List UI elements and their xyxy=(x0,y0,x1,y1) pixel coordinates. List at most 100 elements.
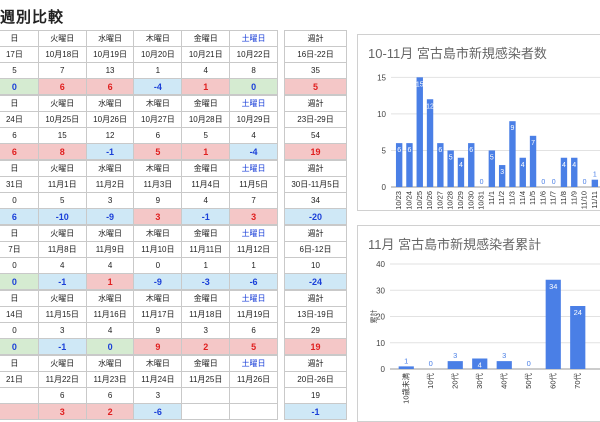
bar xyxy=(398,366,414,369)
date-cell: 11月3日 xyxy=(133,176,183,193)
x-tick-label: 10/30 xyxy=(466,191,475,210)
date-cell: 21日 xyxy=(0,371,39,388)
data-label: 1 xyxy=(593,172,597,179)
bar xyxy=(426,99,434,187)
date-cell: 11月5日 xyxy=(229,176,278,193)
date-cell: 11月22日 xyxy=(37,371,87,388)
x-tick-label: 40代 xyxy=(498,373,508,389)
day-header: 日 xyxy=(0,290,39,307)
count-cell: 3 xyxy=(37,322,87,339)
day-header: 日 xyxy=(0,30,39,47)
x-tick-label: 10/24 xyxy=(404,191,413,210)
total-diff: -24 xyxy=(284,273,347,290)
day-header: 木曜日 xyxy=(133,95,183,112)
date-cell: 10月28日 xyxy=(181,111,231,128)
diff-cell: 0 xyxy=(0,338,39,355)
total-header: 週計 xyxy=(284,355,347,372)
count-cell xyxy=(229,387,278,404)
diff-cell: 1 xyxy=(181,78,231,95)
date-cell: 11月15日 xyxy=(37,306,87,323)
x-tick-label: 10/31 xyxy=(477,191,486,210)
date-cell: 11月24日 xyxy=(133,371,183,388)
count-cell: 9 xyxy=(133,192,183,209)
count-cell: 6 xyxy=(0,127,39,144)
week-total-table: 週計 13日-19日 29 19 xyxy=(284,290,347,355)
day-header: 金曜日 xyxy=(181,95,231,112)
diff-cell: 6 xyxy=(0,143,39,160)
day-header: 金曜日 xyxy=(181,30,231,47)
diff-cell: -6 xyxy=(133,403,183,420)
table-row: 17日 10月18日 10月19日 10月20日 10月21日 10月22日 xyxy=(0,46,278,63)
date-cell: 11月9日 xyxy=(85,241,135,258)
data-label: 12 xyxy=(426,103,434,110)
bar xyxy=(416,77,423,187)
table-row: 日火曜日 水曜日 木曜日 金曜日 土曜日 xyxy=(0,95,278,112)
data-label: 15 xyxy=(416,81,424,88)
day-table: 日火曜日 水曜日 木曜日 金曜日 土曜日 24日 10月25日 10月26日 10月27日 10月… xyxy=(0,95,278,160)
diff-cell: 5 xyxy=(133,143,183,160)
diff-cell: 5 xyxy=(229,338,278,355)
data-label: 6 xyxy=(407,147,411,154)
date-cell: 11月8日 xyxy=(37,241,87,258)
y-tick-label: 0 xyxy=(382,183,387,192)
total-range: 20日-26日 xyxy=(284,371,347,388)
day-header: 火曜日 xyxy=(37,160,87,177)
bar xyxy=(472,358,488,369)
table-row: 7日 11月8日 11月9日 11月10日 11月11日 11月12日 xyxy=(0,241,278,258)
date-cell: 11月26日 xyxy=(229,371,278,388)
x-tick-label: 10/29 xyxy=(456,191,465,210)
count-cell: 4 xyxy=(229,127,278,144)
bar xyxy=(560,157,568,187)
date-cell: 24日 xyxy=(0,111,39,128)
x-tick-label: 20代 xyxy=(449,373,459,389)
count-cell: 12 xyxy=(85,127,135,144)
day-header: 土曜日 xyxy=(229,355,278,372)
day-header: 金曜日 xyxy=(181,290,231,307)
total-range: 13日-19日 xyxy=(284,306,347,323)
x-tick-label: 60代 xyxy=(547,373,557,389)
count-cell: 5 xyxy=(37,192,87,209)
week-total-table: 週計 6日-12日 10 -24 xyxy=(284,225,347,290)
total-range: 6日-12日 xyxy=(284,241,347,258)
diff-cell: 2 xyxy=(181,338,231,355)
diff-cell: -9 xyxy=(133,273,183,290)
count-cell: 4 xyxy=(85,322,135,339)
day-header: 日 xyxy=(0,225,39,242)
x-tick-label: 30代 xyxy=(474,373,484,389)
count-cell: 1 xyxy=(133,62,183,79)
date-cell: 11月2日 xyxy=(85,176,135,193)
data-label: 7 xyxy=(531,140,535,147)
week-total-table: 週計 30日-11月5日 34 -20 xyxy=(284,160,347,225)
table-row: 6 -10 -9 3 -1 3 xyxy=(0,208,278,225)
diff-cell: 1 xyxy=(85,273,135,290)
data-label: 5 xyxy=(449,154,453,161)
x-tick-label: 11/3 xyxy=(507,191,516,205)
data-label: 6 xyxy=(397,147,401,154)
date-cell: 11月11日 xyxy=(181,241,231,258)
bar xyxy=(437,143,444,187)
x-tick-label: 11/6 xyxy=(538,191,547,205)
total-range: 30日-11月5日 xyxy=(284,176,347,193)
diff-cell: 2 xyxy=(85,403,135,420)
daily-bar-chart: 051015610/23610/241510/251210/26610/2751… xyxy=(377,73,600,210)
x-tick-label: 11/2 xyxy=(497,191,506,205)
diff-cell: -1 xyxy=(37,338,87,355)
date-cell: 10月18日 xyxy=(37,46,87,63)
bar xyxy=(468,143,475,187)
bar xyxy=(509,121,516,187)
diff-cell: -1 xyxy=(181,208,231,225)
day-header: 木曜日 xyxy=(133,225,183,242)
week-total-table: 週計 16日-22日 35 5 xyxy=(284,30,347,95)
page-title: 週別比較 xyxy=(0,9,65,26)
total-count: 19 xyxy=(284,387,347,404)
count-cell: 1 xyxy=(229,257,278,274)
table-row: 日火曜日 水曜日 木曜日 金曜日 土曜日 xyxy=(0,355,278,372)
date-cell: 11月4日 xyxy=(181,176,231,193)
y-tick-label: 5 xyxy=(382,146,387,155)
count-cell: 6 xyxy=(229,322,278,339)
count-cell: 6 xyxy=(133,127,183,144)
diff-cell: 0 xyxy=(229,78,278,95)
diff-cell: 1 xyxy=(181,143,231,160)
day-header: 木曜日 xyxy=(133,290,183,307)
